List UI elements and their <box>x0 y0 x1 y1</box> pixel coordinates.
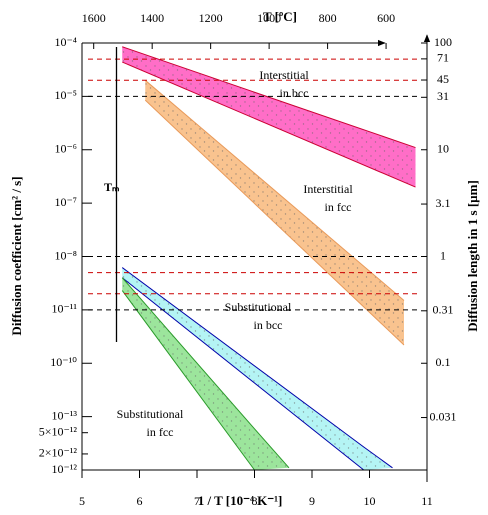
band-label: in bcc <box>280 86 309 100</box>
y2-tick-label: 3.1 <box>436 196 451 210</box>
y-axis-title: Diffusion coefficient [cm² / s] <box>9 176 24 335</box>
y2-tick-label: 71 <box>437 51 449 65</box>
y-tick-label: 10⁻¹¹ <box>51 302 77 316</box>
y-tick-label: 10⁻¹² <box>51 462 77 476</box>
x2-tick-label: 800 <box>319 11 337 25</box>
band-texture <box>145 80 404 345</box>
y2-tick-label: 10 <box>437 142 449 156</box>
y2-tick-label: 31 <box>437 89 449 103</box>
y2-tick-label: 1 <box>440 248 446 262</box>
band-upper-edge <box>144 79 405 301</box>
y-tick-label: 5×10⁻¹² <box>39 424 78 438</box>
y-tick-label: 10⁻⁴ <box>54 35 77 49</box>
x-tick-label: 10 <box>364 494 376 508</box>
x2-axis-title: T [ºC] <box>263 9 297 24</box>
y2-tick-label: 45 <box>437 72 449 86</box>
x-axis-title: 1 / T [10⁻⁴ K⁻¹] <box>198 493 283 508</box>
y-tick-label: 10⁻⁷ <box>54 195 77 209</box>
y2-tick-label: 0.1 <box>436 355 451 369</box>
band-lower-edge <box>122 61 416 188</box>
band-upper-edge <box>122 46 416 149</box>
band-upper-edge <box>121 277 290 469</box>
x-tick-label: 9 <box>309 494 315 508</box>
band-label: Interstitial <box>303 182 353 196</box>
band-label: in bcc <box>254 318 283 332</box>
x-tick-label: 8 <box>252 494 258 508</box>
x-tick-label: 5 <box>79 494 85 508</box>
x2-tick-label: 1600 <box>82 11 106 25</box>
y2-tick-label: 100 <box>434 35 452 49</box>
band-label: in fcc <box>147 425 174 439</box>
y2-axis-title: Diffusion length in 1 s [µm] <box>465 180 480 332</box>
x2-tick-label: 1200 <box>199 11 223 25</box>
y-tick-label: 10⁻⁵ <box>54 88 77 102</box>
x2-tick-label: 1400 <box>140 11 164 25</box>
band-lower-edge <box>144 99 405 346</box>
melting-label: Tₘ <box>104 180 119 194</box>
x-tick-label: 6 <box>137 494 143 508</box>
x-tick-label: 11 <box>421 494 433 508</box>
band-label: in fcc <box>325 200 352 214</box>
band-upper-edge <box>121 267 393 469</box>
y2-tick-label: 0.031 <box>430 409 457 423</box>
band-label: Interstitial <box>259 68 309 82</box>
band-texture <box>122 46 416 188</box>
x2-tick-label: 600 <box>377 11 395 25</box>
x2-tick-label: 1000 <box>257 11 281 25</box>
band-lower-edge <box>121 290 255 471</box>
y2-tick-label: 0.31 <box>433 303 454 317</box>
y-tick-label: 10⁻¹⁰ <box>50 355 77 369</box>
band-label: Substitutional <box>225 300 292 314</box>
band-label: Substitutional <box>117 407 184 421</box>
x-tick-label: 7 <box>194 494 200 508</box>
y-tick-label: 2×10⁻¹² <box>39 446 78 460</box>
y-tick-label: 10⁻⁶ <box>54 142 77 156</box>
y-tick-label: 10⁻¹³ <box>51 408 77 422</box>
y-tick-label: 10⁻⁸ <box>54 248 77 262</box>
